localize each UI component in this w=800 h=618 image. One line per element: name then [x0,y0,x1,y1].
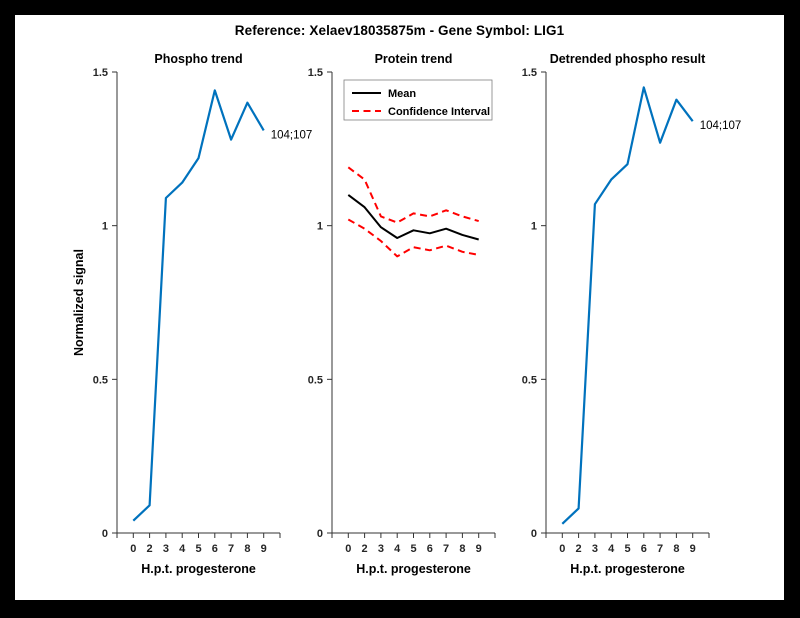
x-tick-label: 7 [443,543,449,555]
x-tick-label: 6 [212,543,218,555]
axis-spines [331,72,495,534]
x-tick-label: 2 [362,543,368,555]
x-tick-label: 4 [179,543,186,555]
y-tick-label: 1.5 [522,67,537,79]
x-tick-label: 2 [147,543,153,555]
series-phospho-signal [132,89,265,522]
x-tick-label: 8 [459,543,465,555]
x-tick-label: 2 [576,543,582,555]
axis-spines [545,72,709,534]
y-tick-label: 0.5 [522,374,537,386]
x-axis-label: H.p.t. progesterone [141,562,256,576]
legend-label: Mean [388,88,416,100]
x-tick-label: 7 [657,543,663,555]
x-tick-label: 3 [163,543,169,555]
x-axis-label: H.p.t. progesterone [570,562,685,576]
x-tick-label: 9 [476,543,482,555]
y-tick-label: 1 [102,221,108,233]
subplot-phospho-trend: Phospho trend 0 0.5 1 1.5 0 2 3 4 5 6 7 8 9 H.p.t. pro… [65,42,325,593]
legend: Mean Confidence Interval [343,79,493,121]
figure-canvas: Reference: Xelaev18035875m - Gene Symbol… [15,15,784,600]
x-tick-label: 4 [608,543,615,555]
series-confidence-interval-upper [347,166,479,224]
x-tick-label: 4 [394,543,401,555]
legend-box [343,79,493,121]
figure-title: Reference: Xelaev18035875m - Gene Symbol… [234,23,565,38]
endpoint-annotation: 104;107 [271,129,313,141]
x-tick-label: 9 [690,543,696,555]
subplot-detrended-phospho-result: Detrended phospho result 0 0.5 1 1.5 0 2 3 4 5 6 7 8… [494,42,754,593]
y-tick-label: 1.5 [308,67,323,79]
axis-spines [116,72,280,534]
legend-label: Confidence Interval [388,106,490,118]
x-axis-label: H.p.t. progesterone [356,562,471,576]
x-tick-label: 5 [195,543,201,555]
x-tick-label: 0 [130,543,136,555]
x-tick-label: 0 [345,543,351,555]
x-tick-label: 5 [624,543,630,555]
series-confidence-interval-lower [347,218,479,258]
x-tick-label: 7 [228,543,234,555]
subplot-title: Detrended phospho result [550,52,706,66]
x-tick-label: 9 [261,543,267,555]
x-tick-label: 8 [673,543,679,555]
x-tick-label: 6 [427,543,433,555]
y-axis-label: Normalized signal [72,249,86,356]
x-tick-label: 5 [410,543,416,555]
subplot-protein-trend: Protein trend 0 0.5 1 1.5 0 2 3 4 5 6 7 8 9 H.p.t. pro… [280,42,540,593]
y-tick-label: 0 [531,528,537,540]
y-tick-label: 1.5 [93,67,108,79]
x-tick-label: 6 [641,543,647,555]
y-tick-label: 0 [102,528,108,540]
x-tick-label: 3 [592,543,598,555]
y-tick-label: 1 [531,221,537,233]
y-tick-label: 0 [317,528,323,540]
endpoint-annotation: 104;107 [700,120,742,132]
subplot-title: Phospho trend [154,52,242,66]
subplot-title: Protein trend [375,52,453,66]
x-tick-label: 0 [559,543,565,555]
series-mean [347,194,479,241]
x-tick-label: 3 [378,543,384,555]
y-tick-label: 0.5 [308,374,323,386]
x-tick-label: 8 [244,543,250,555]
series-detrended-phospho-signal [561,86,694,525]
y-tick-label: 0.5 [93,374,108,386]
y-tick-label: 1 [317,221,323,233]
